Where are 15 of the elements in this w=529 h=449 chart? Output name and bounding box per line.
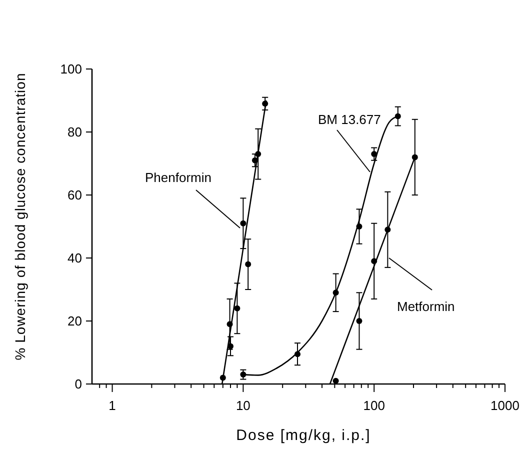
y-tick-label: 20 (68, 314, 82, 329)
series-label: BM 13.677 (318, 112, 381, 127)
x-tick-label: 10 (236, 398, 250, 413)
y-axis-title: % Lowering of blood glucose concentration (12, 72, 28, 360)
text: Metformin (397, 299, 455, 314)
y-tick-label: 0 (74, 376, 82, 392)
text: Phenformin (145, 170, 212, 185)
y-tick-label: 60 (68, 188, 82, 203)
x-tick-label: 100 (363, 398, 385, 413)
x-axis-title: Dose [mg/kg, i.p.] (236, 427, 371, 444)
x-tick-label: 1 (108, 398, 116, 413)
y-tick-label: 80 (68, 124, 82, 140)
x-tick-label: 1000 (490, 398, 520, 413)
y-tick-label: 100 (60, 62, 82, 77)
y-tick-label: 40 (68, 250, 82, 266)
